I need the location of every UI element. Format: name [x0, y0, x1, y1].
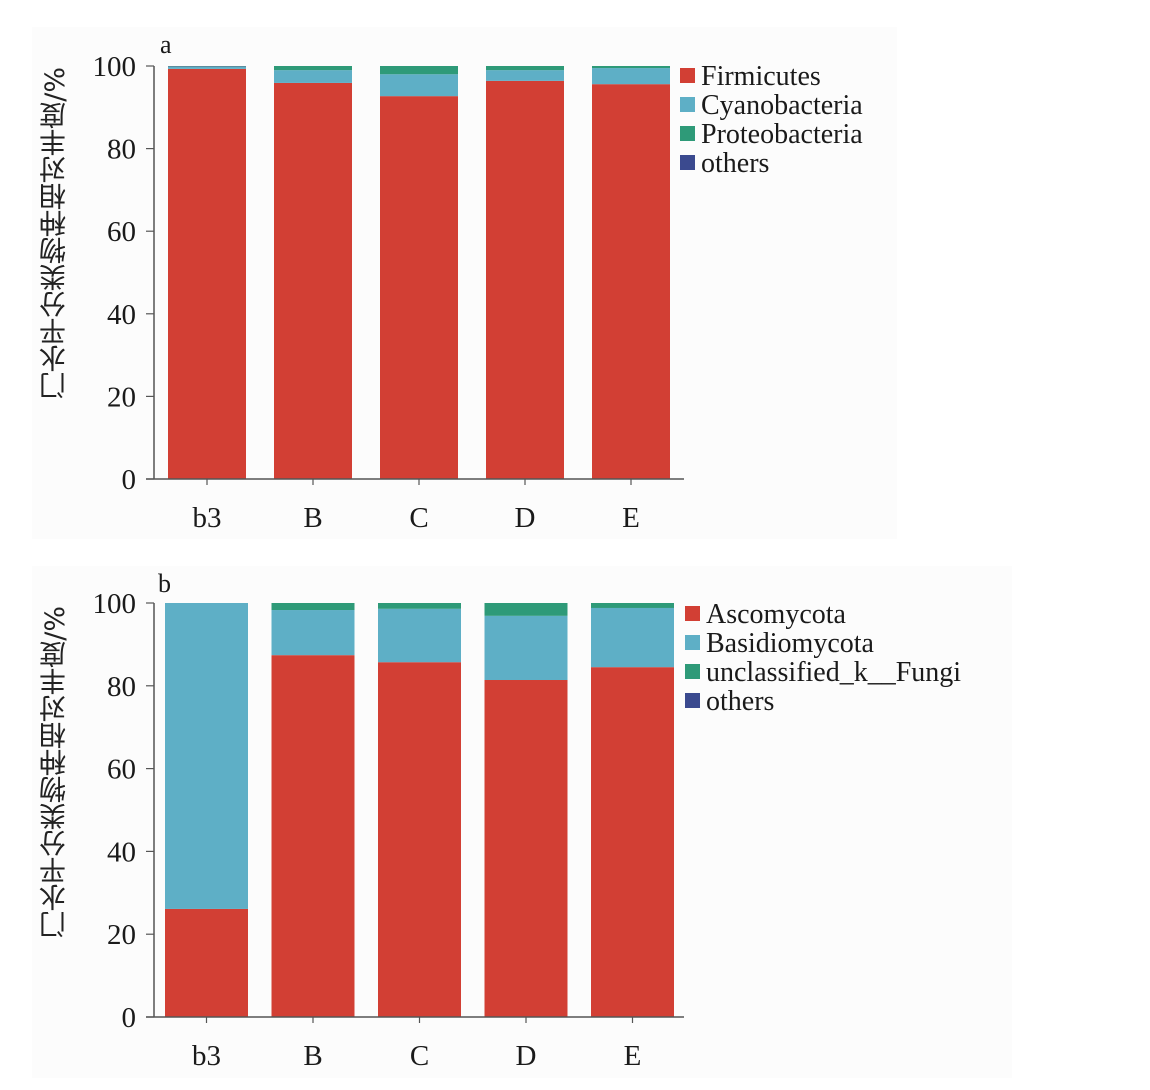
bar-segment-cyanobacteria-e — [592, 68, 670, 85]
x-tick-label: D — [515, 502, 536, 534]
bar-segment-basidiomycota-c — [378, 608, 461, 663]
y-tick-label: 40 — [107, 836, 136, 868]
bar-segment-cyanobacteria-d — [486, 70, 564, 81]
legend-label: Cyanobacteria — [701, 90, 863, 121]
legend-label: Firmicutes — [701, 61, 821, 92]
x-tick-label: b3 — [193, 502, 222, 534]
y-tick-label: 60 — [107, 754, 136, 786]
y-tick-label: 40 — [107, 299, 136, 331]
legend-label: unclassified_k__Fungi — [706, 657, 961, 688]
x-tick-label: b3 — [192, 1040, 221, 1072]
bar-segment-ascomycota-c — [378, 662, 461, 1017]
y-tick-label: 80 — [107, 671, 136, 703]
bar-segment-firmicutes-b3 — [168, 68, 246, 480]
chart-a-svg: a b3 B C D E 0 20 40 60 80 100 FirmicutesCyanobacter… — [93, 30, 864, 534]
legend-label: Proteobacteria — [701, 119, 863, 150]
y-tick-label: 20 — [107, 919, 136, 951]
legend-swatch — [685, 693, 700, 708]
bar-segment-proteobacteria-b — [274, 66, 352, 71]
bar-segment-ascomycota-e — [591, 667, 674, 1017]
panel-letter: b — [158, 569, 171, 598]
bar-segment-basidiomycota-b — [271, 610, 355, 656]
legend-swatch — [685, 664, 700, 679]
legend-swatch — [685, 606, 700, 621]
x-tick-label: E — [622, 502, 640, 534]
chart-panel-b: 门水平分类物种相对丰度/% b b3 B C D E 0 20 40 60 80 100 Ascomyc… — [32, 566, 1012, 1078]
legend-swatch — [680, 68, 695, 83]
bar-segment-cyanobacteria-b3 — [168, 66, 246, 69]
y-tick-label: 80 — [107, 134, 136, 166]
bar-segment-basidiomycota-e — [591, 607, 674, 668]
bar-segment-firmicutes-d — [486, 80, 564, 480]
bar-segment-ascomycota-b3 — [165, 908, 248, 1017]
bar-segment-firmicutes-e — [592, 84, 670, 479]
y-tick-label: 20 — [107, 381, 136, 413]
legend-swatch — [685, 635, 700, 650]
bar-segment-unclassified-k-fungi-c — [378, 603, 461, 609]
bar-segment-ascomycota-b — [271, 655, 355, 1017]
legend-swatch — [680, 126, 695, 141]
y-tick-label: 60 — [107, 216, 136, 248]
bar-segment-cyanobacteria-c — [380, 74, 458, 97]
x-tick-label: B — [303, 502, 322, 534]
legend-swatch — [680, 155, 695, 170]
x-tick-label: C — [410, 1040, 429, 1072]
bar-segment-ascomycota-d — [484, 680, 568, 1017]
y-tick-label: 0 — [122, 1002, 137, 1034]
bar-segment-firmicutes-c — [380, 96, 458, 480]
legend-label: Ascomycota — [706, 599, 847, 630]
panel-letter: a — [160, 30, 172, 59]
x-tick-label: E — [624, 1040, 642, 1072]
legend-label: others — [706, 686, 774, 717]
legend-swatch — [680, 97, 695, 112]
legend-label: others — [701, 148, 769, 179]
y-tick-label: 100 — [93, 51, 137, 83]
bar-segment-unclassified-k-fungi-b — [271, 603, 355, 611]
bar-segment-unclassified-k-fungi-e — [591, 603, 674, 608]
bar-segment-basidiomycota-b3 — [165, 603, 248, 909]
x-tick-label: D — [516, 1040, 537, 1072]
bar-segment-cyanobacteria-b — [274, 70, 352, 83]
x-tick-label: C — [409, 502, 428, 534]
bar-segment-unclassified-k-fungi-d — [484, 603, 568, 616]
y-tick-label: 100 — [93, 588, 137, 620]
chart-b-svg: b b3 B C D E 0 20 40 60 80 100 AscomycotaBasidiomyco… — [93, 569, 962, 1072]
bar-segment-proteobacteria-e — [592, 66, 670, 69]
bar-segment-basidiomycota-d — [484, 615, 568, 681]
bar-segment-proteobacteria-c — [380, 66, 458, 75]
chart-panel-a: 门水平分类物种相对丰度/% a b3 B C D E 0 20 40 60 80 100 Firmicu… — [32, 27, 897, 539]
y-tick-label: 0 — [122, 464, 137, 496]
bar-segment-proteobacteria-d — [486, 66, 564, 71]
bar-segment-firmicutes-b — [274, 82, 352, 480]
x-tick-label: B — [303, 1040, 322, 1072]
legend-label: Basidiomycota — [706, 628, 875, 659]
